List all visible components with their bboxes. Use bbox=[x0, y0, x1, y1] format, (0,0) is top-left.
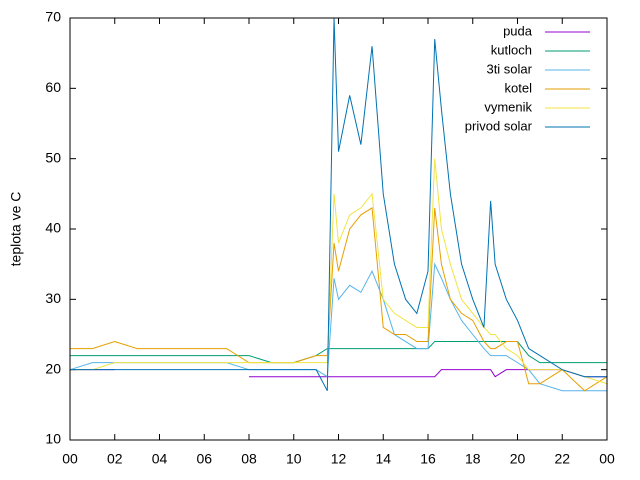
y-tick-label: 50 bbox=[45, 149, 61, 165]
x-tick-label: 12 bbox=[331, 451, 347, 467]
x-tick-label: 08 bbox=[241, 451, 257, 467]
x-tick-label: 00 bbox=[62, 451, 78, 467]
x-tick-label: 14 bbox=[375, 451, 391, 467]
legend-label: kotel bbox=[505, 80, 533, 95]
series-line bbox=[69, 262, 607, 392]
plot-frame bbox=[69, 17, 608, 441]
series-line bbox=[70, 341, 607, 364]
y-tick-label: 60 bbox=[45, 79, 61, 95]
y-tick-label: 40 bbox=[45, 220, 61, 236]
legend-label: kutloch bbox=[491, 42, 532, 57]
series-line bbox=[70, 17, 607, 392]
x-tick-label: 10 bbox=[286, 451, 302, 467]
x-tick-label: 20 bbox=[510, 451, 526, 467]
y-tick-label: 20 bbox=[45, 360, 61, 376]
legend-label: vymenik bbox=[484, 99, 532, 114]
series-line bbox=[70, 207, 608, 392]
x-tick-label: 18 bbox=[465, 451, 481, 467]
y-tick-label: 30 bbox=[45, 290, 61, 306]
legend-label: puda bbox=[503, 23, 533, 38]
x-tick-label: 22 bbox=[554, 451, 570, 467]
x-tick-label: 06 bbox=[196, 451, 212, 467]
legend-label: privod solar bbox=[465, 118, 533, 133]
legend: puda kutloch 3ti solar kotel vymenik privod s… bbox=[465, 23, 590, 133]
series-line bbox=[70, 158, 608, 385]
x-tick-label: 04 bbox=[152, 451, 168, 467]
y-tick-label: 10 bbox=[45, 431, 61, 447]
x-tick-label: 00 bbox=[599, 451, 615, 467]
y-tick-label: 70 bbox=[45, 9, 61, 25]
x-tick-label: 16 bbox=[420, 451, 436, 467]
x-tick-label: 02 bbox=[107, 451, 123, 467]
legend-label: 3ti solar bbox=[486, 61, 532, 76]
y-axis-label: teplota ve C bbox=[8, 192, 24, 267]
